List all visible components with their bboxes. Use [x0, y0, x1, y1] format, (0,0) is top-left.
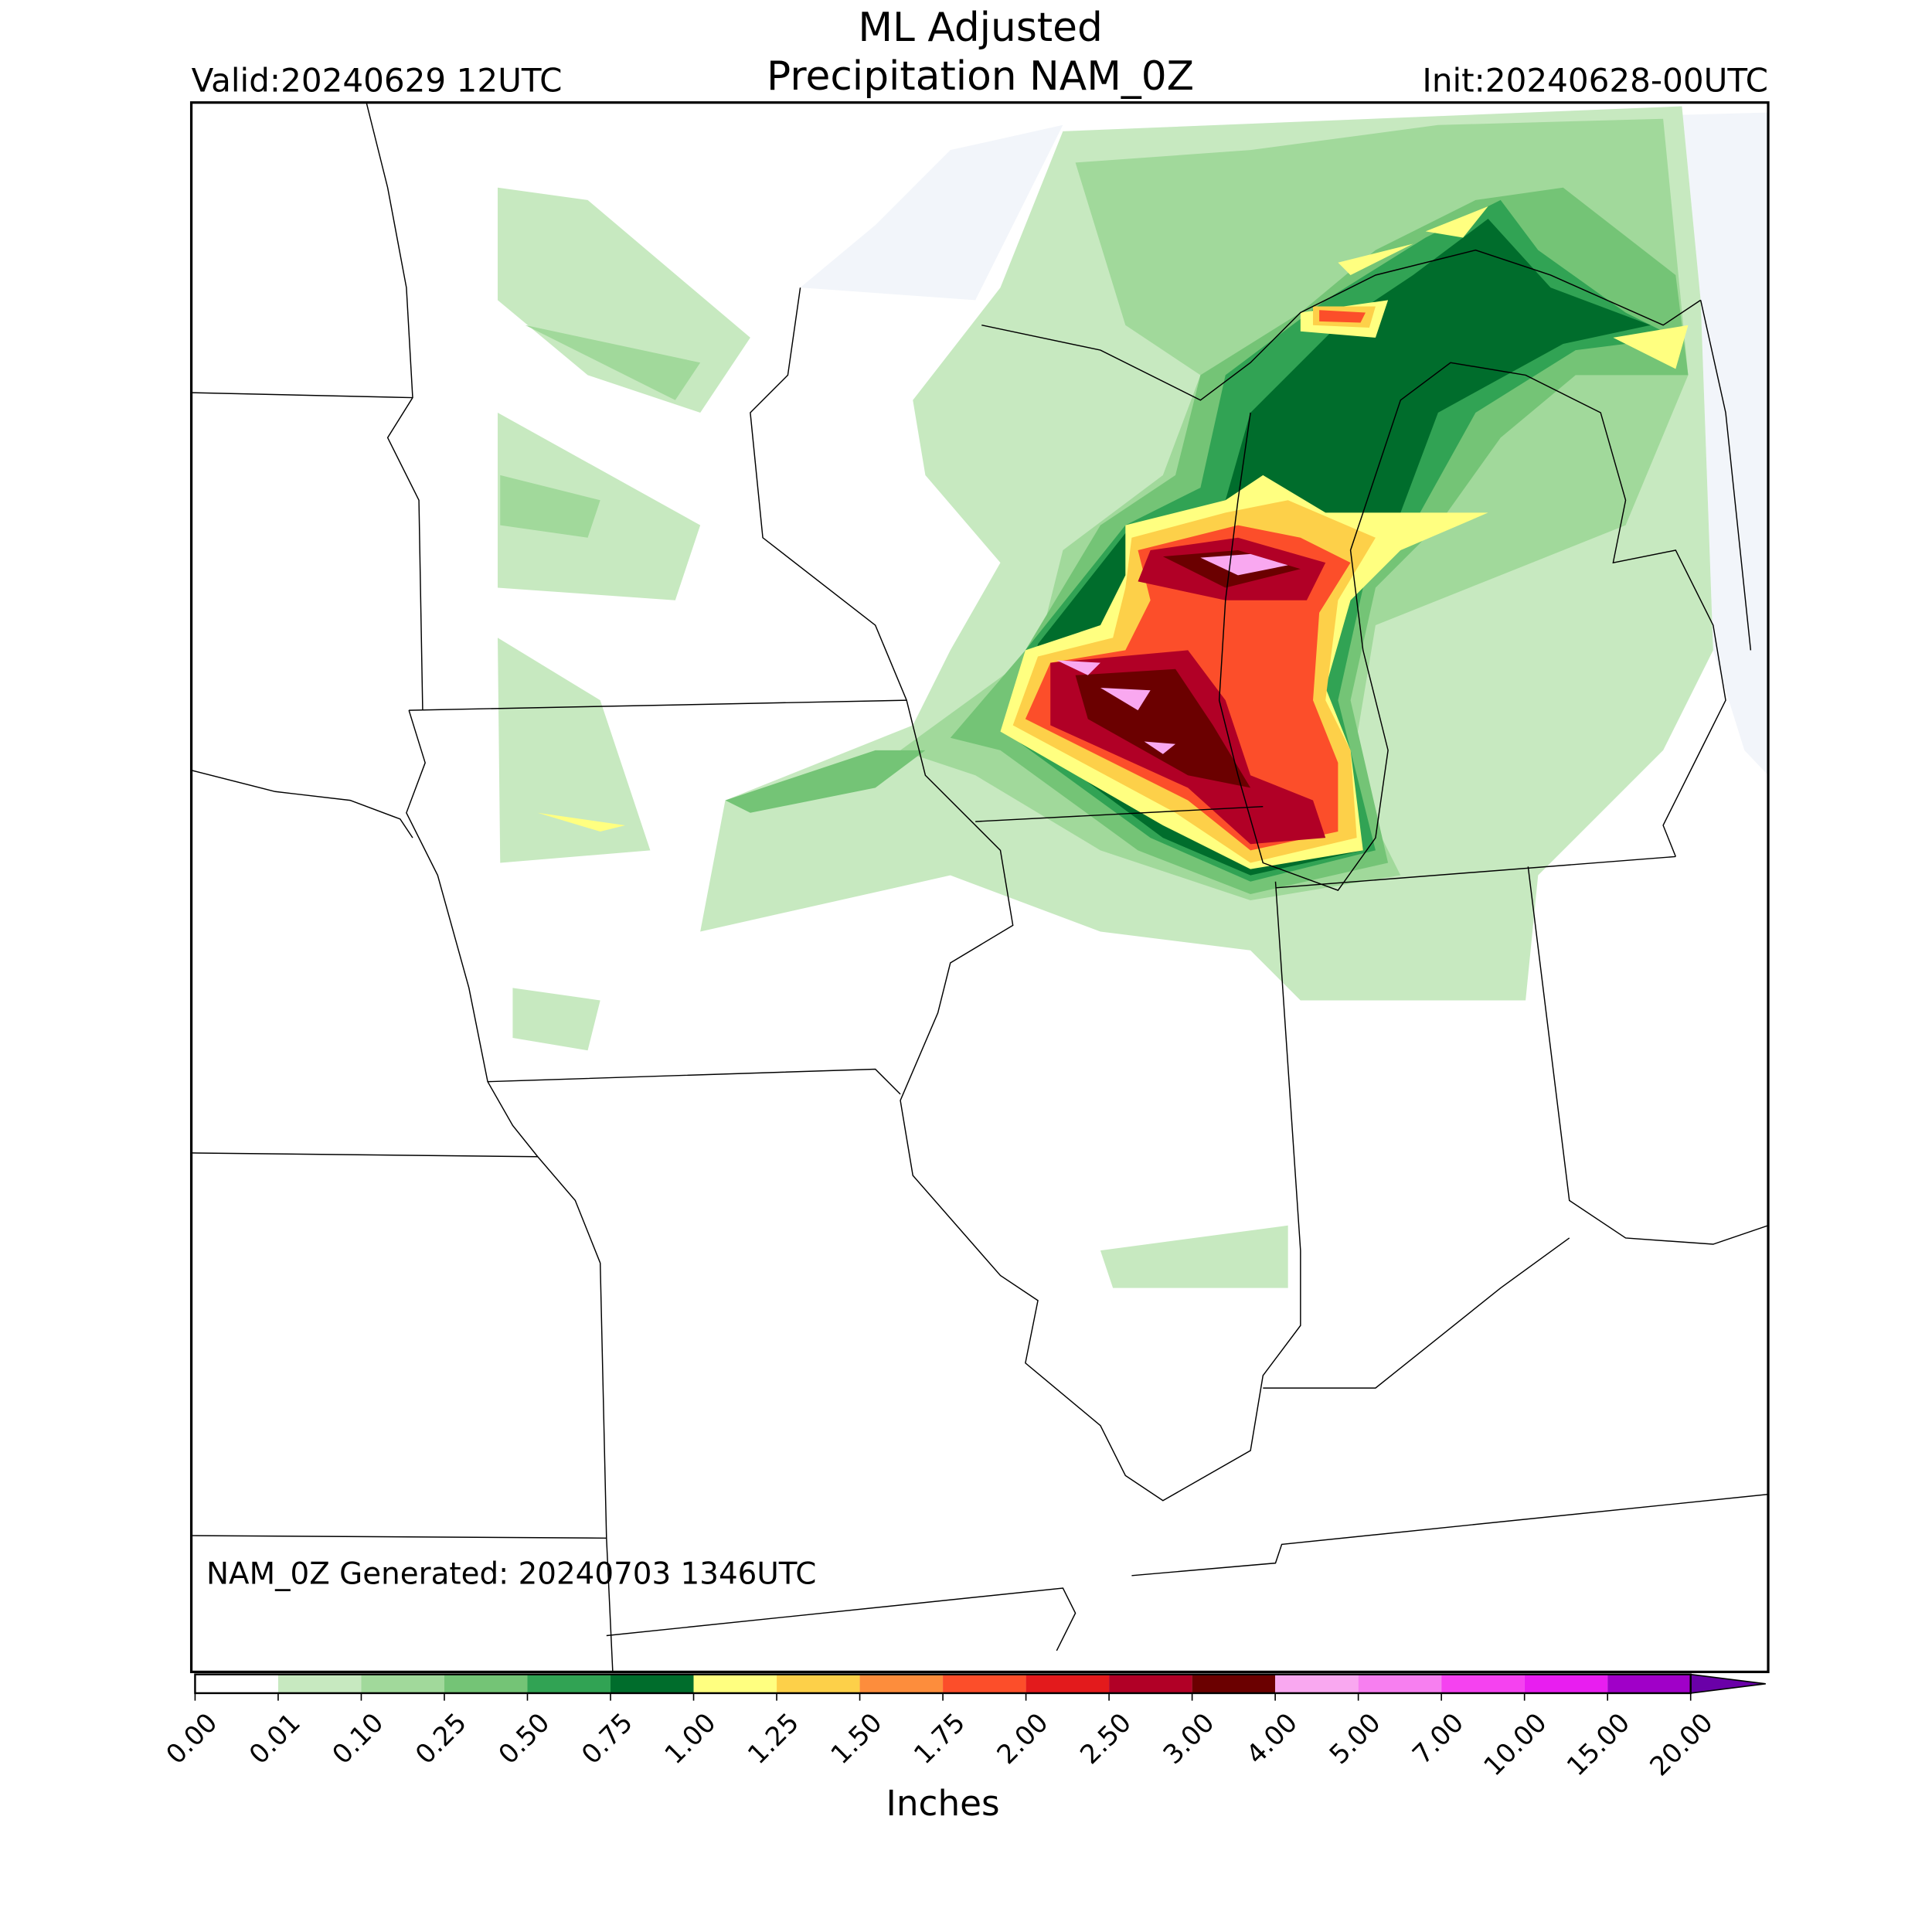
- colorbar-segment: [1524, 1674, 1608, 1693]
- colorbar-segment: [1358, 1674, 1442, 1693]
- colorbar-segment: [277, 1674, 362, 1693]
- colorbar-segment: [527, 1674, 611, 1693]
- colorbar-tick-label: 0.50: [493, 1707, 556, 1770]
- colorbar-tick-label: 0.00: [161, 1707, 224, 1770]
- colorbar-segment: [1192, 1674, 1276, 1693]
- map-frame: [189, 101, 1770, 1674]
- water: [1063, 106, 1769, 776]
- colorbar-tick-label: 15.00: [1561, 1707, 1636, 1782]
- borders: [191, 102, 1769, 1672]
- precip-area: [498, 187, 1288, 1288]
- colorbar-tick-label: 1.75: [908, 1707, 971, 1770]
- colorbar-segment: [1109, 1674, 1192, 1693]
- colorbar-segment: [195, 1674, 278, 1693]
- colorbar-segment: [693, 1674, 777, 1693]
- title-line: Precipitation NAM_0Z: [767, 53, 1194, 100]
- generated-note: NAM_0Z Generated: 20240703 1346UTC: [206, 1556, 816, 1591]
- colorbar-segment: [943, 1674, 1026, 1693]
- colorbar-tick-label: 0.01: [243, 1707, 307, 1770]
- title-line: ML Adjusted: [858, 5, 1102, 51]
- colorbar-tick-label: 5.00: [1324, 1707, 1387, 1770]
- colorbar-segment: [1026, 1674, 1110, 1693]
- colorbar-tick-label: 1.00: [659, 1707, 723, 1770]
- colorbar-tick-label: 1.25: [742, 1707, 805, 1770]
- init-time: Init:20240628-00UTC: [1422, 61, 1768, 99]
- precipitation-field: [498, 106, 1713, 1288]
- colorbar-tick-label: 2.00: [992, 1707, 1055, 1770]
- colorbar: 0.00 0.01 0.10 0.25 0.50 0.75 1.00 1.25 1.50 1.75…: [161, 1673, 1766, 1782]
- colorbar-tick-label: 0.25: [410, 1707, 473, 1770]
- valid-time: Valid:20240629 12UTC: [192, 61, 563, 99]
- colorbar-tick-label: 10.00: [1478, 1707, 1553, 1782]
- precip-area: [1075, 549, 1301, 788]
- colorbar-segment: [1607, 1674, 1691, 1693]
- colorbar-tick-label: 20.00: [1644, 1707, 1719, 1782]
- colorbar-segment: [1441, 1674, 1525, 1693]
- colorbar-tick-label: 0.75: [576, 1707, 639, 1770]
- colorbar-segment: [611, 1674, 694, 1693]
- colorbar-label: Inches: [886, 1783, 999, 1824]
- colorbar-extension: [1689, 1673, 1766, 1694]
- colorbar-tick-label: 7.00: [1406, 1707, 1470, 1770]
- colorbar-segment: [1275, 1674, 1359, 1693]
- colorbar-tick-label: 2.50: [1074, 1707, 1138, 1770]
- colorbar-segment: [361, 1674, 444, 1693]
- colorbar-tick-label: 0.10: [327, 1707, 390, 1770]
- colorbar-tick-label: 1.50: [825, 1707, 889, 1770]
- colorbar-tick-label: 4.00: [1240, 1707, 1304, 1770]
- colorbar-segment: [444, 1674, 528, 1693]
- colorbar-segment: [777, 1674, 860, 1693]
- colorbar-tick-label: 3.00: [1158, 1707, 1221, 1770]
- colorbar-segment: [859, 1674, 944, 1693]
- map: NAM_0Z Generated: 20240703 1346UTC: [189, 101, 1770, 1674]
